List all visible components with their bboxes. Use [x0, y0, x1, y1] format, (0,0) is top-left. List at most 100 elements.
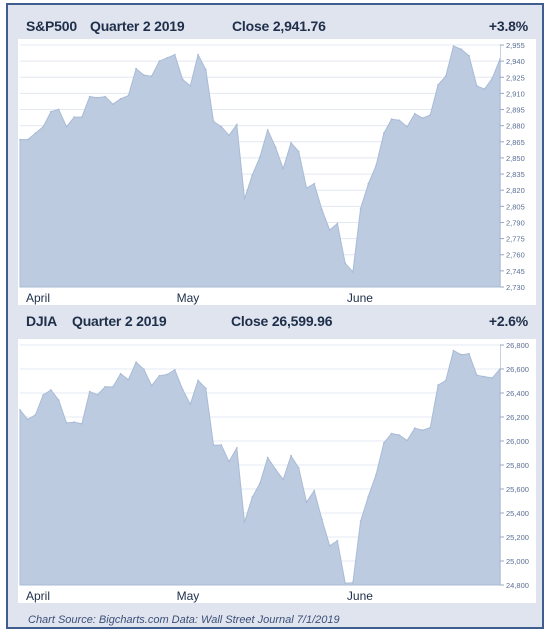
- djia-data-point: [150, 384, 153, 387]
- djia-data-point: [375, 473, 377, 476]
- sp500-data-point: [112, 103, 114, 106]
- djia-x-tick-label: May: [177, 589, 200, 603]
- sp500-period: Quarter 2 2019: [90, 18, 185, 34]
- sp500-data-point: [150, 75, 153, 78]
- sp500-data-point: [328, 229, 331, 231]
- sp500-data-point: [42, 125, 45, 128]
- djia-data-point: [336, 539, 339, 542]
- djia-x-tick-label: April: [26, 589, 50, 603]
- sp500-data-point: [359, 207, 362, 210]
- sp500-data-point: [158, 60, 161, 62]
- djia-data-point: [429, 426, 432, 429]
- djia-data-point: [81, 422, 83, 425]
- sp500-data-point: [344, 262, 347, 265]
- djia-data-point: [57, 399, 60, 401]
- sp500-data-point: [375, 164, 377, 167]
- djia-data-point: [197, 379, 200, 382]
- sp500-data-point: [383, 132, 385, 135]
- sp500-y-tick-label: 2,820: [506, 186, 525, 195]
- djia-data-point: [313, 489, 316, 492]
- sp500-data-point: [444, 75, 447, 78]
- sp500-data-point: [266, 129, 269, 131]
- sp500-x-tick-label: May: [177, 291, 200, 305]
- djia-data-point: [359, 520, 362, 523]
- sp500-data-point: [321, 208, 323, 211]
- djia-data-point: [383, 442, 385, 444]
- djia-y-tick-label: 26,200: [506, 413, 529, 422]
- sp500-y-tick-label: 2,895: [506, 106, 525, 115]
- djia-data-point: [444, 379, 447, 382]
- sp500-data-point: [119, 97, 122, 100]
- djia-data-point: [460, 353, 463, 356]
- sp500-data-point: [251, 174, 254, 177]
- djia-data-point: [235, 447, 238, 449]
- djia-close: Close 26,599.96: [231, 313, 333, 329]
- sp500-y-tick-label: 2,790: [506, 218, 525, 227]
- djia-data-point: [305, 501, 308, 504]
- sp500-data-point: [173, 53, 176, 56]
- djia-data-point: [398, 434, 401, 436]
- sp500-data-point: [398, 119, 401, 122]
- sp500-x-tick-label: April: [26, 291, 50, 305]
- djia-data-point: [73, 421, 76, 424]
- djia-data-point: [344, 582, 347, 585]
- sp500-y-tick-label: 2,955: [506, 41, 525, 50]
- djia-data-point: [274, 468, 277, 471]
- sp500-data-point: [491, 77, 494, 80]
- sp500-y-tick-label: 2,775: [506, 235, 525, 244]
- sp500-data-point: [468, 54, 470, 57]
- sp500-data-point: [212, 120, 215, 123]
- chart-frame: S&P500 Quarter 2 2019 Close 2,941.76 +3.…: [6, 3, 544, 629]
- sp500-data-point: [166, 57, 169, 59]
- sp500-data-point: [235, 123, 238, 126]
- sp500-data-point: [19, 138, 21, 141]
- djia-chart: 26,800 26,600 26,400 26,200 26,000 25,800 25,6…: [18, 339, 536, 603]
- djia-data-point: [88, 390, 91, 393]
- sp500-data-point: [220, 125, 223, 128]
- sp500-data-point: [50, 110, 52, 113]
- djia-data-point: [243, 521, 246, 523]
- djia-header: DJIA Quarter 2 2019 Close 26,599.96 +2.6…: [18, 310, 536, 332]
- djia-data-point: [181, 388, 184, 391]
- djia-data-point: [34, 413, 37, 416]
- djia-data-point: [26, 418, 29, 421]
- djia-y-tick-label: 25,200: [506, 533, 529, 542]
- sp500-data-point: [73, 116, 76, 118]
- djia-data-point: [212, 444, 215, 447]
- djia-data-point: [143, 368, 145, 371]
- djia-data-point: [290, 454, 292, 457]
- sp500-data-point: [406, 125, 408, 128]
- djia-y-tick-label: 25,000: [506, 557, 529, 566]
- djia-y-tick-label: 26,800: [506, 341, 529, 350]
- sp500-area-series: [19, 45, 501, 288]
- djia-data-point: [104, 385, 107, 388]
- djia-data-point: [127, 378, 130, 381]
- sp500-data-point: [81, 116, 83, 118]
- sp500-data-point: [57, 108, 60, 111]
- djia-data-point: [204, 387, 207, 390]
- djia-data-point: [468, 352, 470, 355]
- sp500-data-point: [297, 150, 300, 153]
- sp500-data-point: [305, 187, 308, 189]
- sp500-y-tick-label: 2,850: [506, 154, 525, 163]
- djia-data-point: [158, 374, 161, 377]
- sp500-header: S&P500 Quarter 2 2019 Close 2,941.76 +3.…: [18, 15, 536, 37]
- djia-data-point: [282, 478, 285, 481]
- sp500-data-point: [259, 156, 261, 158]
- sp500-data-point: [135, 67, 137, 70]
- sp500-y-tick-label: 2,940: [506, 57, 525, 66]
- sp500-close: Close 2,941.76: [232, 18, 326, 34]
- djia-data-point: [19, 409, 21, 411]
- djia-data-point: [297, 467, 300, 469]
- sp500-y-tick-label: 2,910: [506, 89, 525, 98]
- djia-data-point: [475, 374, 478, 377]
- sp500-data-point: [228, 134, 230, 137]
- djia-y-tick-label: 25,800: [506, 461, 529, 470]
- djia-data-point: [491, 377, 494, 379]
- djia-data-point: [112, 386, 114, 388]
- djia-data-point: [96, 393, 99, 396]
- sp500-x-tick-label: June: [347, 291, 373, 305]
- chart-source: Chart Source: Bigcharts.com Data: Wall S…: [28, 614, 340, 626]
- sp500-data-point: [413, 112, 416, 115]
- djia-change: +2.6%: [488, 313, 528, 329]
